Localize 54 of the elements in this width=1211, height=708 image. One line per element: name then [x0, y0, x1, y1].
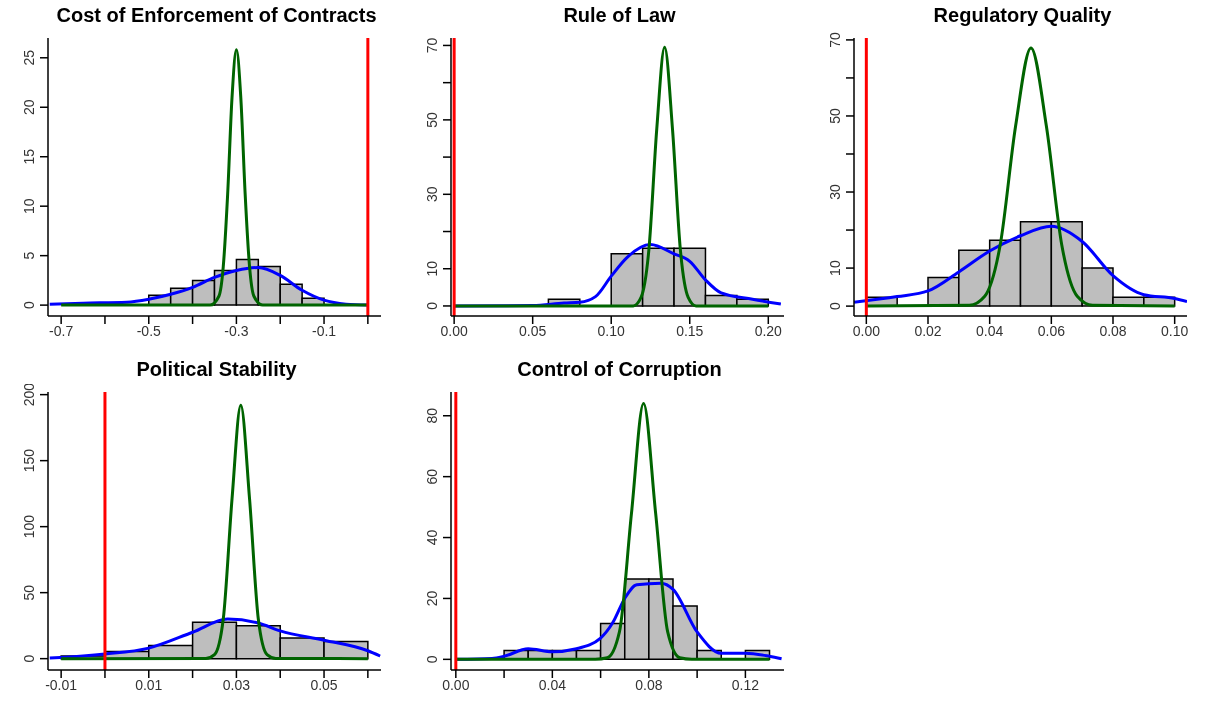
y-tick-label: 0 [21, 301, 37, 310]
y-tick-label: 20 [424, 590, 440, 607]
y-tick-label: 70 [827, 31, 843, 48]
y-tick-label: 80 [424, 407, 440, 424]
y-tick-label: 10 [424, 260, 440, 277]
y-tick-label: 70 [424, 37, 440, 54]
x-tick-label: -0.3 [224, 322, 249, 339]
y-tick-label: 0 [424, 301, 440, 310]
x-tick-label: 0.03 [222, 676, 251, 693]
y-tick-label: 200 [21, 382, 37, 407]
x-tick-label: 0.05 [310, 676, 338, 693]
y-tick-label: 10 [827, 260, 843, 276]
x-tick-label: 0.00 [442, 676, 470, 693]
x-tick-label: -0.5 [136, 322, 162, 339]
y-tick-label: 30 [424, 186, 440, 203]
y-tick-label: 30 [827, 184, 843, 200]
chart-title: Political Stability [135, 357, 298, 382]
chart-title: Regulatory Quality [932, 3, 1113, 28]
y-tick-label: 0 [827, 302, 843, 311]
y-tick-label: 0 [424, 655, 440, 664]
x-tick-label: -0.1 [311, 322, 337, 339]
x-tick-label: 0.08 [1099, 322, 1127, 339]
y-tick-label: 50 [424, 111, 440, 128]
x-tick-label: 0.20 [754, 322, 783, 339]
y-tick-label: 50 [827, 107, 843, 124]
x-tick-label: 0.00 [852, 322, 881, 339]
y-tick-label: 60 [424, 468, 440, 485]
x-tick-label: 0.15 [676, 322, 704, 339]
x-tick-label: 0.08 [635, 676, 663, 693]
y-tick-label: 10 [21, 198, 37, 214]
y-tick-label: 25 [21, 49, 37, 66]
y-tick-label: 40 [424, 529, 440, 546]
y-tick-label: 150 [21, 448, 37, 473]
x-tick-label: 0.01 [135, 676, 163, 693]
x-tick-label: 0.10 [597, 322, 626, 339]
x-tick-label: 0.12 [731, 676, 760, 693]
x-tick-label: 0.04 [976, 322, 1004, 339]
y-tick-label: 5 [21, 251, 37, 260]
x-tick-label: 0.04 [538, 676, 567, 693]
x-tick-label: 0.02 [914, 322, 942, 339]
x-tick-label: 0.00 [440, 322, 468, 339]
y-tick-label: 15 [21, 148, 37, 165]
y-tick-label: 0 [21, 654, 37, 663]
x-tick-label: 0.05 [519, 322, 547, 339]
x-tick-label: -0.01 [45, 676, 78, 693]
chart-title: Control of Corruption [516, 357, 723, 382]
y-tick-label: 20 [21, 99, 37, 116]
chart-title: Rule of Law [562, 3, 677, 28]
y-tick-label: 100 [21, 514, 37, 539]
chart-title: Cost of Enforcement of Contracts [55, 3, 378, 28]
y-tick-label: 50 [21, 584, 37, 601]
x-tick-label: 0.06 [1037, 322, 1066, 339]
x-tick-label: 0.10 [1161, 322, 1189, 339]
x-tick-label: -0.7 [49, 322, 74, 339]
